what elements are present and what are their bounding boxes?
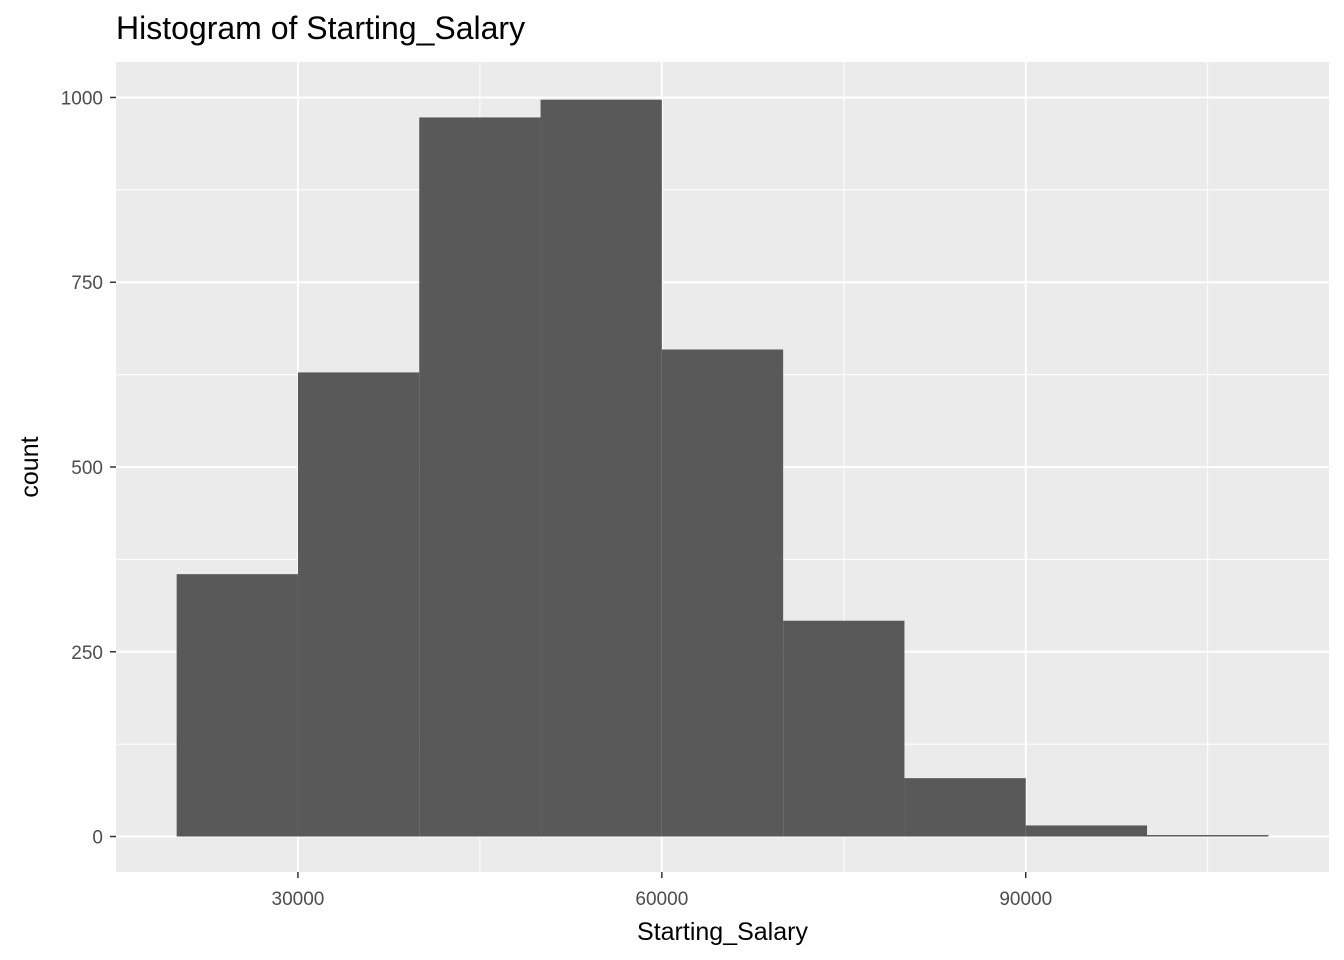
y-axis-title: count [16, 436, 44, 497]
x-tick-label: 60000 [635, 889, 688, 910]
y-tick-label: 500 [71, 458, 103, 479]
x-tick-label: 90000 [999, 889, 1052, 910]
histogram-bar [176, 574, 298, 837]
y-tick-label: 0 [92, 828, 103, 849]
x-axis-ticks: 30000 60000 90000 [272, 872, 1052, 910]
histogram-bar [783, 620, 905, 837]
x-tick-label: 30000 [272, 889, 325, 910]
histogram-bar [1147, 835, 1269, 837]
y-tick-label: 1000 [61, 88, 103, 109]
histogram-bar [297, 372, 420, 837]
x-axis-title: Starting_Salary [637, 918, 808, 946]
y-tick-label: 250 [71, 643, 103, 664]
histogram-bar [419, 117, 541, 837]
histogram-bar [904, 778, 1026, 837]
histogram-bar [540, 99, 662, 837]
chart-title: Histogram of Starting_Salary [116, 10, 526, 46]
histogram-bar [661, 349, 784, 837]
y-axis-ticks: 0 250 500 750 1000 [61, 88, 116, 849]
histogram-bar [1025, 825, 1148, 837]
y-tick-label: 750 [71, 273, 103, 294]
histogram-bars [176, 99, 1269, 837]
